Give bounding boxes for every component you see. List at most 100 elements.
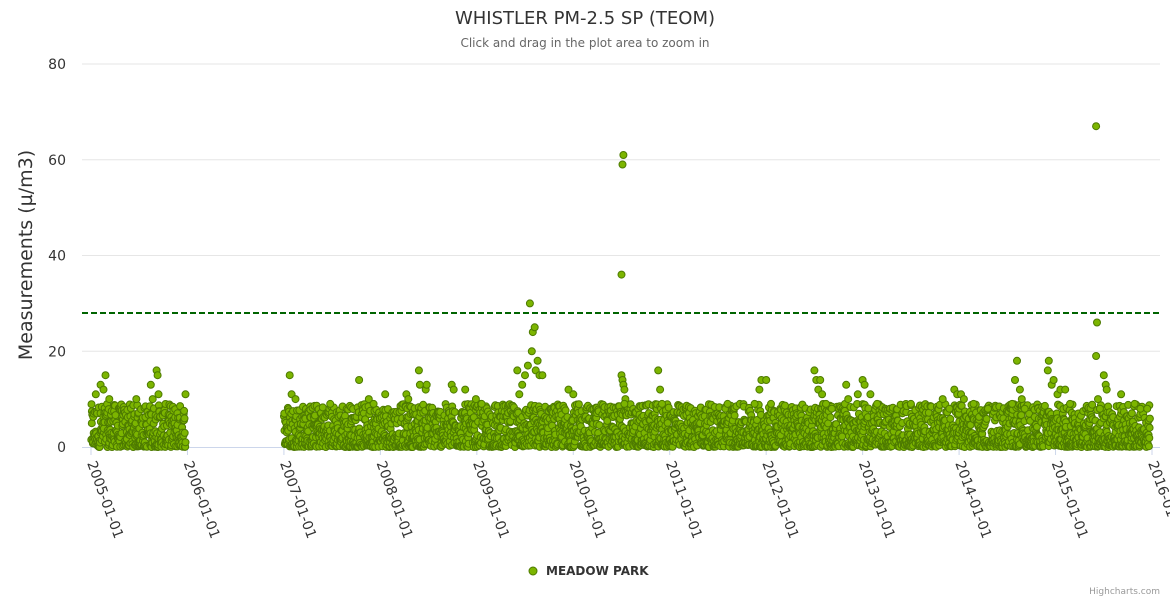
data-point[interactable] bbox=[1015, 385, 1024, 394]
data-point[interactable] bbox=[619, 151, 628, 159]
data-point[interactable] bbox=[959, 395, 968, 404]
data-point[interactable] bbox=[515, 390, 524, 399]
data-point[interactable] bbox=[153, 371, 162, 380]
data-point[interactable] bbox=[148, 395, 157, 404]
data-point[interactable] bbox=[1092, 122, 1101, 131]
data-point[interactable] bbox=[180, 428, 189, 437]
data-point[interactable] bbox=[1088, 400, 1097, 409]
data-point[interactable] bbox=[620, 399, 629, 408]
legend-label[interactable]: MEADOW PARK bbox=[546, 564, 649, 578]
data-point[interactable] bbox=[414, 366, 423, 375]
data-point[interactable] bbox=[518, 380, 527, 389]
credits-link[interactable]: Highcharts.com bbox=[1089, 587, 1160, 597]
data-point[interactable] bbox=[513, 366, 522, 375]
legend[interactable]: MEADOW PARK bbox=[528, 564, 649, 578]
data-point[interactable] bbox=[1044, 356, 1053, 365]
data-point[interactable] bbox=[816, 376, 825, 384]
data-point[interactable] bbox=[1017, 395, 1026, 404]
data-point[interactable] bbox=[355, 376, 364, 384]
data-point[interactable] bbox=[91, 390, 100, 399]
data-point[interactable] bbox=[1008, 399, 1017, 408]
data-point[interactable] bbox=[842, 380, 851, 389]
data-point[interactable] bbox=[827, 404, 836, 413]
data-point[interactable] bbox=[938, 395, 947, 404]
data-point[interactable] bbox=[561, 406, 570, 415]
data-point[interactable] bbox=[620, 385, 629, 394]
data-point[interactable] bbox=[654, 366, 663, 375]
data-point[interactable] bbox=[1130, 399, 1139, 408]
data-point[interactable] bbox=[618, 160, 627, 169]
data-point[interactable] bbox=[1043, 366, 1052, 375]
data-point[interactable] bbox=[101, 371, 110, 380]
data-point[interactable] bbox=[574, 400, 583, 409]
data-point[interactable] bbox=[181, 390, 190, 399]
data-point[interactable] bbox=[471, 395, 480, 404]
data-point[interactable] bbox=[1032, 422, 1041, 431]
data-point[interactable] bbox=[945, 404, 954, 413]
data-point[interactable] bbox=[461, 385, 470, 394]
data-point[interactable] bbox=[180, 414, 189, 423]
data-point[interactable] bbox=[404, 395, 413, 404]
data-point[interactable] bbox=[656, 385, 665, 394]
data-point[interactable] bbox=[1145, 414, 1154, 423]
data-point[interactable] bbox=[1093, 318, 1101, 327]
data-point[interactable] bbox=[1066, 399, 1074, 408]
data-point[interactable] bbox=[826, 413, 835, 422]
data-point[interactable] bbox=[767, 399, 775, 408]
data-point[interactable] bbox=[381, 390, 390, 399]
data-point[interactable] bbox=[1095, 404, 1104, 413]
data-point[interactable] bbox=[533, 356, 542, 365]
data-point[interactable] bbox=[1094, 395, 1102, 404]
data-point[interactable] bbox=[1127, 409, 1136, 418]
data-point[interactable] bbox=[415, 380, 424, 389]
data-point[interactable] bbox=[1145, 423, 1154, 432]
data-point[interactable] bbox=[595, 421, 604, 430]
data-point[interactable] bbox=[658, 399, 666, 408]
data-point[interactable] bbox=[1099, 371, 1108, 380]
data-point[interactable] bbox=[1144, 442, 1153, 451]
data-point[interactable] bbox=[663, 419, 672, 427]
data-point[interactable] bbox=[1049, 376, 1058, 384]
data-point[interactable] bbox=[982, 414, 991, 423]
data-point[interactable] bbox=[538, 371, 547, 380]
data-point[interactable] bbox=[750, 399, 759, 408]
data-point[interactable] bbox=[530, 323, 539, 332]
data-point[interactable] bbox=[99, 385, 108, 394]
data-point[interactable] bbox=[87, 400, 96, 409]
data-point[interactable] bbox=[1102, 385, 1111, 394]
data-point[interactable] bbox=[1092, 352, 1101, 360]
data-point[interactable] bbox=[477, 399, 486, 408]
data-point[interactable] bbox=[781, 401, 789, 410]
data-point[interactable] bbox=[1011, 376, 1019, 384]
data-point[interactable] bbox=[810, 366, 819, 375]
data-point[interactable] bbox=[525, 299, 534, 308]
data-point[interactable] bbox=[132, 395, 141, 404]
data-point[interactable] bbox=[291, 395, 300, 404]
data-point[interactable] bbox=[860, 380, 869, 389]
data-point[interactable] bbox=[181, 438, 190, 447]
data-point[interactable] bbox=[984, 404, 992, 413]
data-point[interactable] bbox=[1117, 390, 1126, 399]
data-point[interactable] bbox=[969, 399, 978, 408]
data-point[interactable] bbox=[180, 406, 189, 415]
data-point[interactable] bbox=[450, 408, 459, 416]
data-point[interactable] bbox=[364, 395, 373, 404]
data-point[interactable] bbox=[730, 411, 739, 420]
data-point[interactable] bbox=[154, 390, 163, 399]
data-point[interactable] bbox=[723, 399, 732, 408]
series-meadow-park[interactable] bbox=[87, 122, 1154, 451]
data-point[interactable] bbox=[818, 390, 827, 399]
data-point[interactable] bbox=[822, 399, 830, 408]
data-point[interactable] bbox=[844, 395, 853, 404]
data-point[interactable] bbox=[755, 385, 764, 394]
data-point[interactable] bbox=[1061, 385, 1070, 394]
data-point[interactable] bbox=[1020, 404, 1029, 413]
data-point[interactable] bbox=[873, 399, 882, 408]
data-point[interactable] bbox=[285, 371, 294, 380]
data-point[interactable] bbox=[146, 380, 155, 389]
data-point[interactable] bbox=[105, 395, 114, 404]
data-point[interactable] bbox=[326, 399, 335, 408]
data-point[interactable] bbox=[527, 347, 536, 356]
data-point[interactable] bbox=[1143, 404, 1152, 413]
